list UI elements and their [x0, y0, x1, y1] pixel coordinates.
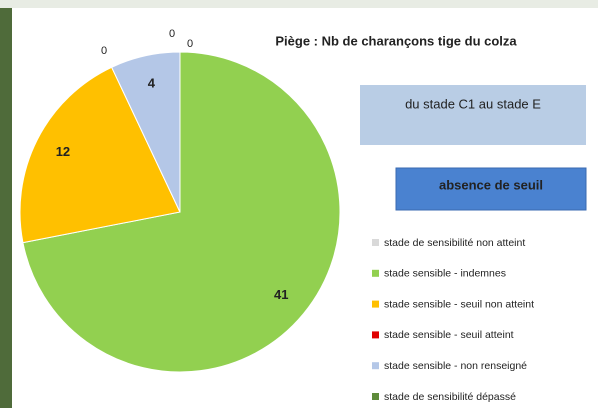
- legend-label: stade sensible - non renseigné: [384, 360, 527, 372]
- photo-edge: [0, 0, 12, 408]
- chart-title: Piège : Nb de charançons tige du colza: [275, 33, 517, 48]
- legend-swatch: [372, 269, 379, 277]
- pie-slice: [19, 66, 181, 244]
- legend-label: stade de sensibilité dépassé: [384, 391, 516, 403]
- legend-swatch: [372, 393, 379, 400]
- legend-swatch: [372, 300, 379, 308]
- annotation-box: [360, 85, 586, 145]
- data-label: 0: [101, 45, 107, 57]
- legend-label: stade sensible - indemnes: [384, 268, 506, 280]
- legend-swatch: [372, 362, 379, 370]
- data-label: 0: [169, 28, 175, 40]
- legend-swatch: [372, 239, 379, 246]
- annotation: du stade C1 au stade E: [405, 96, 541, 111]
- pie-slice: [22, 51, 341, 373]
- legend-label: stade sensible - seuil non atteint: [384, 298, 534, 310]
- annotation: absence de seuil: [439, 177, 543, 192]
- data-label: 12: [56, 144, 70, 159]
- annotation-box: [395, 167, 587, 211]
- data-label: 41: [274, 287, 288, 302]
- data-label: 4: [148, 75, 156, 90]
- legend-label: stade sensible - seuil atteint: [384, 329, 514, 341]
- legend-swatch: [372, 331, 379, 339]
- top-edge: [0, 0, 598, 8]
- data-label: 0: [187, 38, 193, 50]
- legend-label: stade de sensibilité non atteint: [384, 237, 525, 249]
